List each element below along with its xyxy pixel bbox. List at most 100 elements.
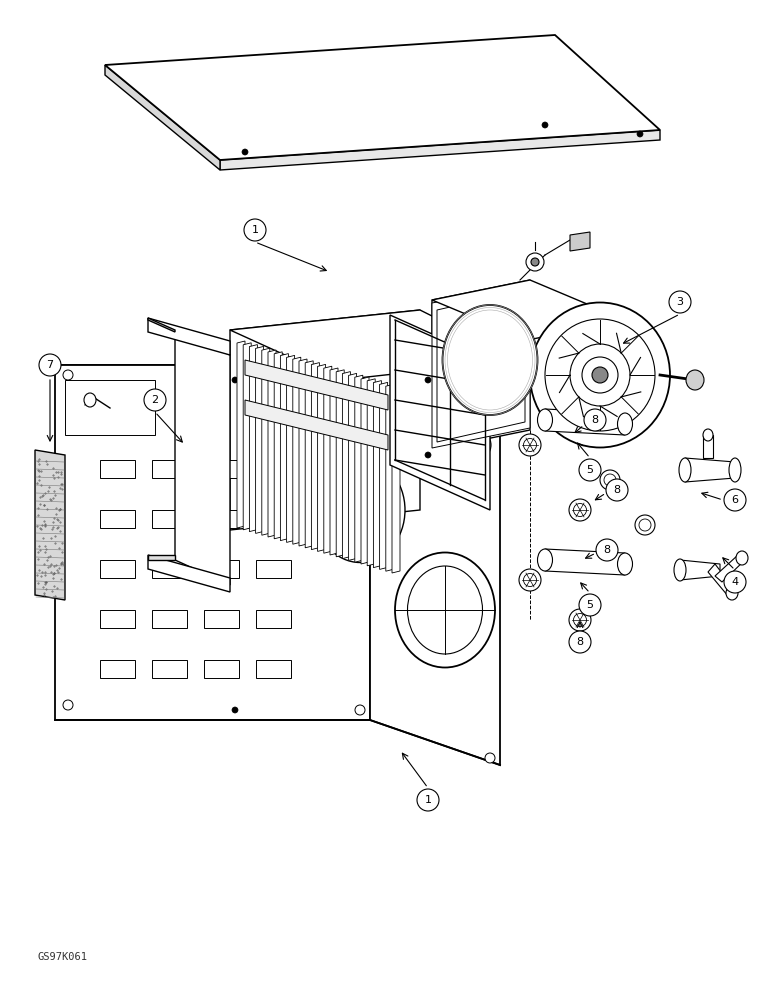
Polygon shape: [105, 65, 220, 170]
Polygon shape: [100, 660, 135, 678]
Polygon shape: [274, 352, 283, 539]
Polygon shape: [386, 384, 394, 571]
Polygon shape: [230, 310, 520, 380]
Text: 8: 8: [614, 485, 621, 495]
Ellipse shape: [326, 470, 394, 550]
Text: 7: 7: [46, 360, 53, 370]
Polygon shape: [256, 460, 291, 478]
Polygon shape: [245, 400, 388, 450]
Polygon shape: [545, 409, 625, 435]
Polygon shape: [268, 350, 276, 537]
Polygon shape: [256, 346, 263, 533]
Polygon shape: [35, 450, 65, 600]
Circle shape: [232, 707, 238, 713]
Circle shape: [355, 705, 365, 715]
Polygon shape: [262, 348, 269, 535]
Ellipse shape: [395, 552, 495, 668]
Polygon shape: [280, 354, 289, 541]
Ellipse shape: [523, 438, 537, 452]
Ellipse shape: [469, 432, 491, 458]
Ellipse shape: [569, 499, 591, 521]
Ellipse shape: [519, 434, 541, 456]
Circle shape: [232, 377, 238, 383]
Polygon shape: [432, 280, 530, 450]
Circle shape: [579, 459, 601, 481]
Polygon shape: [343, 372, 350, 559]
Polygon shape: [148, 318, 175, 332]
Ellipse shape: [726, 586, 738, 600]
Polygon shape: [148, 555, 230, 592]
Ellipse shape: [442, 305, 537, 415]
Text: 4: 4: [731, 577, 739, 587]
Text: 8: 8: [591, 415, 598, 425]
Ellipse shape: [635, 515, 655, 535]
Circle shape: [606, 479, 628, 501]
Ellipse shape: [537, 549, 553, 571]
Ellipse shape: [569, 609, 591, 631]
Text: 8: 8: [577, 637, 584, 647]
Circle shape: [724, 571, 746, 593]
Polygon shape: [390, 315, 490, 510]
Polygon shape: [703, 435, 713, 458]
Polygon shape: [380, 382, 388, 569]
Polygon shape: [545, 549, 625, 575]
Ellipse shape: [570, 344, 630, 406]
Circle shape: [242, 149, 248, 155]
Circle shape: [584, 409, 606, 431]
Circle shape: [144, 389, 166, 411]
Polygon shape: [392, 386, 400, 573]
Ellipse shape: [519, 569, 541, 591]
Ellipse shape: [84, 393, 96, 407]
Polygon shape: [286, 355, 295, 542]
Polygon shape: [680, 560, 720, 580]
Circle shape: [569, 631, 591, 653]
Polygon shape: [152, 460, 187, 478]
Polygon shape: [148, 318, 230, 355]
Polygon shape: [204, 660, 239, 678]
Polygon shape: [152, 560, 187, 578]
Polygon shape: [311, 363, 320, 550]
Ellipse shape: [639, 519, 651, 531]
Polygon shape: [685, 458, 735, 482]
Ellipse shape: [545, 319, 655, 431]
Polygon shape: [152, 660, 187, 678]
Ellipse shape: [600, 470, 620, 490]
Polygon shape: [100, 510, 135, 528]
Ellipse shape: [315, 458, 405, 562]
Polygon shape: [249, 345, 257, 532]
Polygon shape: [175, 330, 230, 585]
Ellipse shape: [523, 574, 537, 586]
Polygon shape: [105, 35, 660, 160]
Polygon shape: [65, 380, 155, 435]
Text: 3: 3: [676, 297, 683, 307]
Ellipse shape: [530, 302, 670, 448]
Text: 2: 2: [151, 395, 158, 405]
Polygon shape: [152, 610, 187, 628]
Polygon shape: [152, 510, 187, 528]
Polygon shape: [715, 555, 745, 582]
Ellipse shape: [531, 258, 539, 266]
Text: 1: 1: [252, 225, 259, 235]
Polygon shape: [256, 560, 291, 578]
Ellipse shape: [736, 551, 748, 565]
Ellipse shape: [408, 566, 482, 654]
Polygon shape: [305, 361, 313, 548]
Circle shape: [579, 594, 601, 616]
Text: 5: 5: [587, 600, 594, 610]
Polygon shape: [100, 610, 135, 628]
Text: GS97K061: GS97K061: [38, 952, 88, 962]
Text: 8: 8: [604, 545, 611, 555]
Polygon shape: [245, 360, 388, 410]
Circle shape: [355, 370, 365, 380]
Circle shape: [244, 219, 266, 241]
Polygon shape: [317, 364, 326, 551]
Polygon shape: [256, 510, 291, 528]
Polygon shape: [148, 555, 175, 560]
Circle shape: [592, 367, 608, 383]
Ellipse shape: [618, 413, 632, 435]
Ellipse shape: [686, 370, 704, 390]
Text: 5: 5: [587, 465, 594, 475]
Polygon shape: [204, 560, 239, 578]
Ellipse shape: [537, 409, 553, 431]
Ellipse shape: [679, 458, 691, 482]
